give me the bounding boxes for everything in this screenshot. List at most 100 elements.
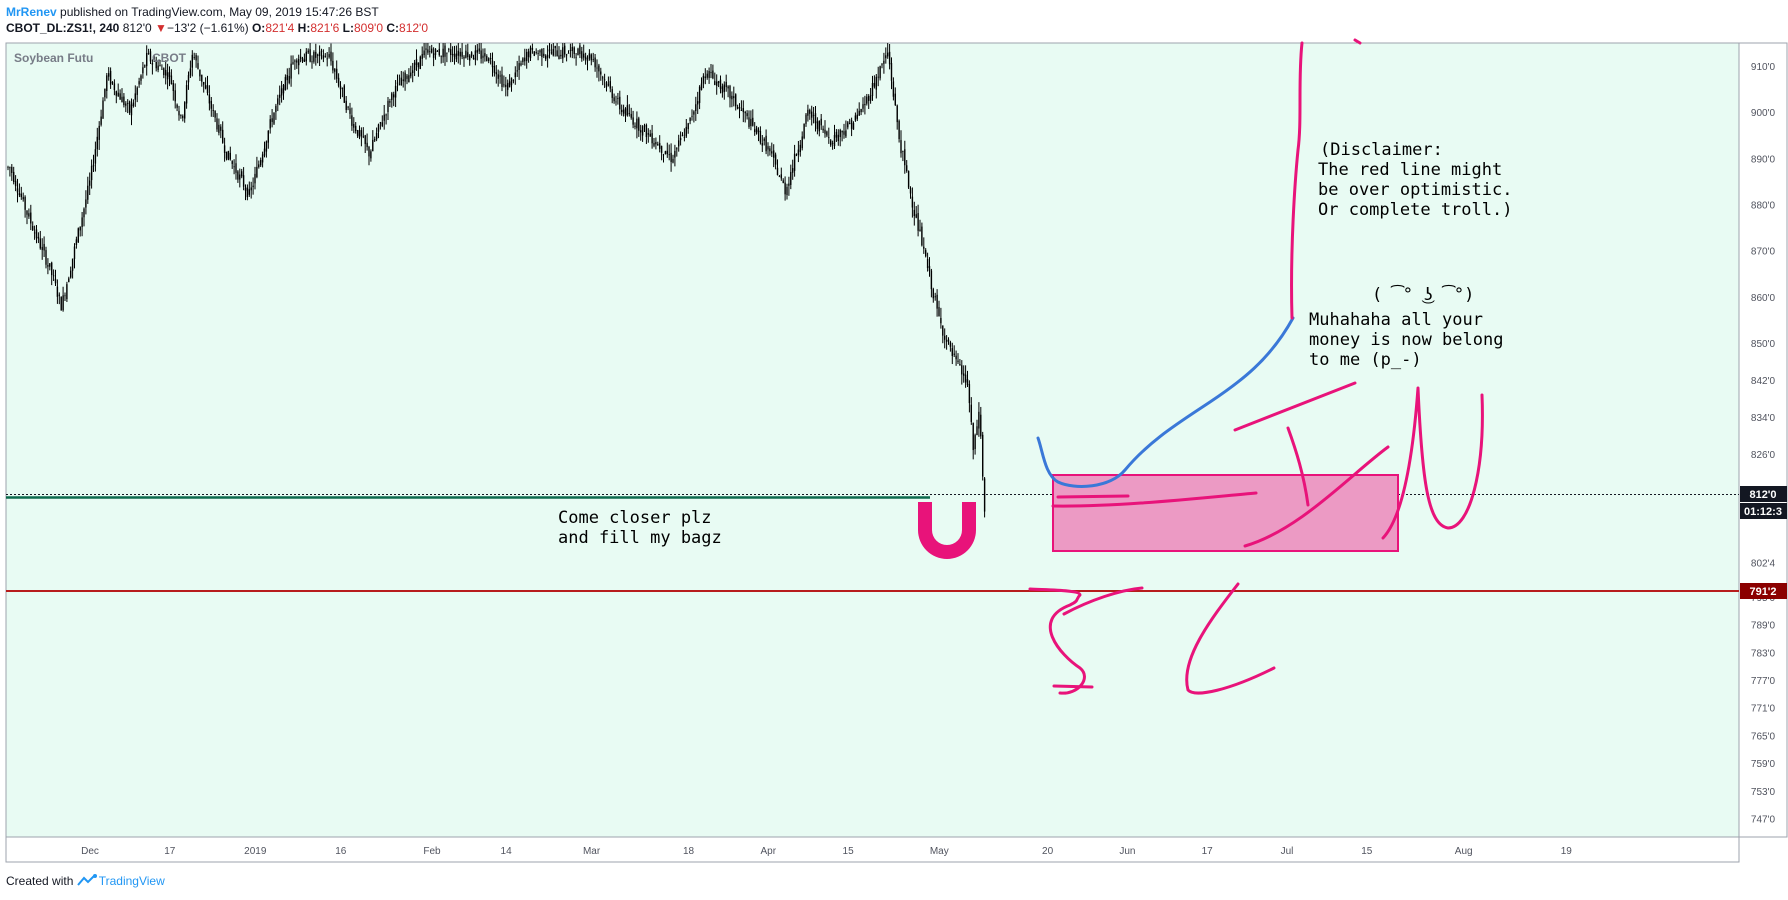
tradingview-link[interactable]: TradingView — [98, 874, 165, 888]
candle-body — [223, 145, 226, 153]
candle-body — [375, 132, 378, 140]
candle-body — [729, 85, 731, 99]
candle-body — [123, 96, 125, 106]
candle-body — [317, 54, 319, 56]
candle-body — [670, 152, 672, 162]
scribble-line-3 — [1056, 494, 1130, 499]
candle-body — [419, 56, 421, 69]
time-axis[interactable] — [5, 836, 1740, 863]
candle-body — [811, 111, 813, 118]
candle-body — [73, 246, 76, 259]
candle-body — [374, 139, 376, 141]
candle-body — [921, 226, 923, 246]
candle-body — [372, 139, 374, 152]
candle-body — [92, 164, 95, 167]
candle-body — [888, 51, 891, 65]
candle-body — [9, 167, 11, 169]
candle-body — [679, 138, 682, 141]
candle-body — [689, 117, 691, 122]
candle-body — [83, 208, 85, 218]
candle-body — [497, 74, 499, 79]
candle-body — [461, 51, 463, 57]
candle-body — [942, 325, 944, 336]
scribble-line-1 — [1233, 381, 1357, 432]
candle-body — [431, 48, 433, 53]
candle-body — [153, 60, 155, 62]
candle-body — [199, 69, 201, 77]
author-link[interactable]: MrRenev — [6, 5, 57, 19]
price-axis[interactable] — [1738, 42, 1788, 838]
candle-body — [683, 137, 686, 138]
candle-body — [881, 64, 883, 66]
candle-body — [320, 50, 323, 52]
candle-body — [801, 136, 803, 149]
chart-title: Soybean Futu — [14, 51, 93, 65]
pink-target-box[interactable] — [1052, 474, 1399, 552]
candle-body — [640, 130, 642, 133]
candle-body — [174, 90, 176, 102]
candle-body — [368, 146, 370, 157]
candle-body — [334, 69, 336, 72]
candle-body — [799, 144, 801, 153]
blue-projection-curve[interactable] — [1036, 316, 1295, 488]
candle-body — [940, 317, 942, 324]
scribble-w — [1381, 386, 1484, 540]
candle-body — [444, 45, 446, 57]
candle-body — [128, 101, 131, 113]
candle-body — [35, 229, 38, 239]
x-tick-label: 19 — [1561, 846, 1573, 857]
y-tick-label: 880'0 — [1751, 201, 1776, 212]
y-tick-label: 900'0 — [1751, 108, 1776, 119]
candle-body — [355, 125, 357, 132]
candle-body — [450, 49, 452, 55]
candle-body — [567, 52, 570, 54]
x-tick-label: Mar — [583, 846, 601, 857]
candle-body — [757, 129, 760, 133]
candle-body — [451, 54, 454, 56]
candle-body — [258, 164, 260, 168]
candle-body — [484, 53, 486, 57]
candle-body — [119, 93, 121, 100]
candle-body — [7, 166, 9, 168]
candle-body — [982, 434, 984, 477]
candle-body — [18, 193, 21, 196]
candle-body — [269, 119, 271, 129]
candle-body — [765, 135, 767, 152]
candle-body — [936, 294, 938, 309]
candle-body — [862, 104, 864, 109]
high-value: 821'6 — [310, 21, 340, 35]
candle-body — [225, 151, 228, 159]
candle-body — [85, 199, 87, 208]
candle-body — [662, 154, 665, 156]
candle-body — [790, 171, 792, 185]
candle-body — [780, 174, 782, 179]
candle-body — [569, 50, 572, 51]
candle-body — [702, 75, 705, 84]
candle-body — [332, 60, 334, 71]
candle-body — [472, 57, 475, 60]
candle-body — [64, 295, 66, 297]
candle-body — [875, 76, 877, 90]
candle-body — [47, 265, 49, 267]
candle-body — [203, 82, 205, 85]
candle-body — [254, 173, 256, 184]
y-tick-label: 860'0 — [1751, 293, 1776, 304]
candle-body — [776, 167, 779, 176]
x-tick-label: 18 — [683, 846, 695, 857]
pink-scribbles[interactable] — [1028, 38, 1484, 695]
candle-body — [898, 120, 900, 140]
candle-body — [406, 75, 408, 79]
candle-body — [731, 95, 733, 100]
candle-body — [400, 77, 402, 86]
chart-pane[interactable] — [5, 42, 1740, 838]
candle-body — [769, 148, 771, 152]
candle-body — [983, 478, 986, 512]
candle-body — [913, 209, 915, 217]
candle-body — [615, 101, 617, 103]
candle-body — [132, 102, 135, 107]
open-value: 821'4 — [265, 21, 295, 35]
candle-body — [824, 129, 826, 134]
candle-body — [77, 228, 79, 243]
candle-body — [664, 151, 667, 154]
